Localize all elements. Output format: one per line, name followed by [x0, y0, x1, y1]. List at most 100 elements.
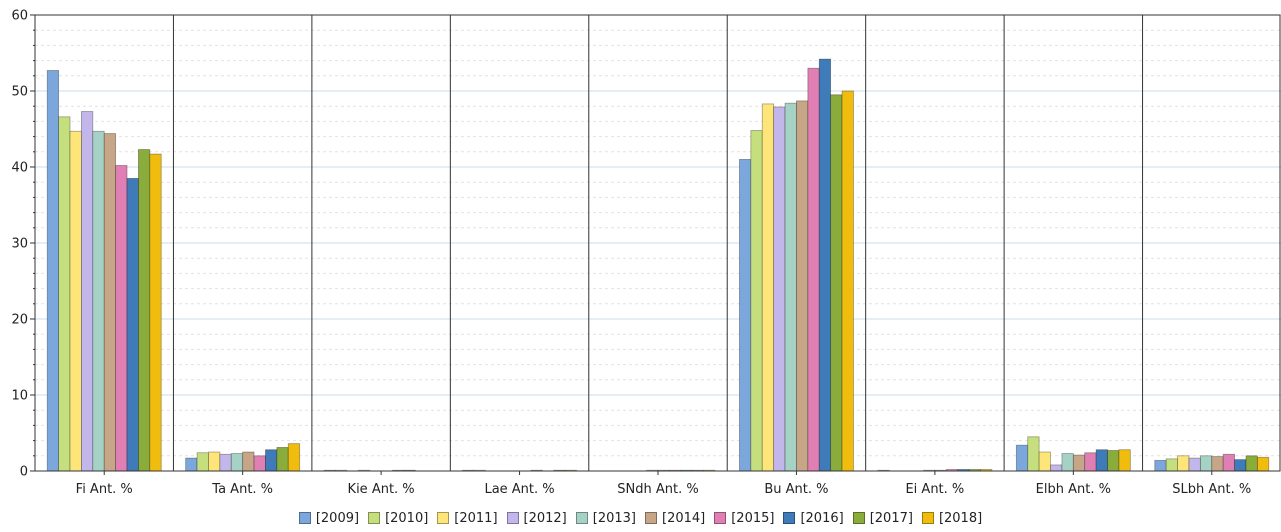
legend-label: [2014]	[662, 510, 706, 526]
bar	[1188, 457, 1201, 472]
legend-item: [2015]	[714, 511, 774, 526]
bar	[1027, 436, 1040, 472]
bar	[1256, 456, 1270, 472]
bar	[739, 158, 752, 472]
bar	[265, 449, 278, 472]
gridlines	[35, 14, 1281, 457]
bar	[138, 149, 151, 472]
bar	[1165, 458, 1178, 472]
bar	[103, 133, 117, 472]
bar	[69, 130, 82, 472]
bar	[818, 58, 832, 472]
bar	[1118, 449, 1131, 472]
bar	[1107, 450, 1120, 472]
y-tick-label: 10	[11, 389, 28, 404]
legend: [2009] [2010] [2011] [2012] [2013] [2014] [201…	[0, 507, 1281, 529]
bar	[81, 111, 94, 472]
bar	[46, 70, 60, 472]
bar	[185, 457, 198, 472]
x-tick-label: Ei Ant. %	[905, 482, 964, 497]
bar	[841, 90, 854, 472]
bar	[784, 102, 797, 472]
bar	[1084, 452, 1097, 472]
bar	[1154, 459, 1167, 472]
x-tick-label: SLbh Ant. %	[1172, 482, 1251, 497]
bar	[1095, 449, 1108, 472]
bar	[1211, 456, 1224, 472]
legend-label: [2018]	[938, 510, 983, 526]
bar	[276, 447, 289, 472]
legend-swatch	[783, 512, 796, 524]
bar	[1245, 455, 1258, 472]
y-tick-label: 40	[11, 161, 28, 176]
bar	[1199, 455, 1213, 472]
y-tick-label: 50	[11, 85, 28, 100]
bar	[761, 103, 775, 472]
x-tick-label: Fi Ant. %	[76, 482, 133, 497]
legend-swatch	[298, 512, 311, 524]
bar	[773, 106, 786, 472]
bar	[796, 100, 809, 472]
legend-swatch	[852, 512, 865, 524]
x-tick-label: Kie Ant. %	[348, 482, 415, 497]
legend-label: [2017]	[869, 510, 913, 526]
bar	[242, 451, 255, 472]
bar	[287, 443, 301, 472]
legend-item: [2014]	[645, 511, 705, 526]
legend-swatch	[714, 512, 727, 524]
y-tick-label: 60	[11, 9, 28, 24]
legend-label: [2013]	[592, 510, 636, 526]
bar	[830, 94, 843, 472]
bar	[1061, 453, 1074, 472]
bar	[807, 67, 820, 472]
x-tick-label: Elbh Ant. %	[1036, 482, 1111, 497]
x-tick-label: Lae Ant. %	[484, 482, 554, 497]
legend-item: [2018]	[921, 510, 983, 526]
bar	[196, 452, 209, 472]
legend-item: [2011]	[437, 510, 498, 526]
x-tick-label: Ta Ant. %	[211, 482, 273, 497]
legend-item: [2012]	[506, 510, 567, 526]
y-tick-label: 20	[11, 313, 28, 328]
axes: 0 10 20 30 40 50 60 Fi Ant. % Ta Ant. % Kie Ant. …	[11, 9, 1281, 497]
bar	[253, 455, 266, 472]
bar	[750, 130, 763, 472]
y-tick-label: 30	[11, 237, 28, 252]
legend-swatch	[575, 512, 588, 524]
legend-label: [2009]	[315, 510, 360, 526]
legend-swatch	[437, 512, 450, 524]
bar	[208, 451, 221, 472]
legend-swatch	[645, 512, 657, 524]
legend-label: [2011]	[454, 510, 498, 526]
y-tick-label: 0	[20, 465, 28, 480]
bar	[149, 153, 162, 472]
bar	[1234, 459, 1247, 472]
legend-item: [2013]	[575, 510, 636, 526]
bar	[1072, 454, 1086, 472]
legend-item: [2016]	[783, 510, 844, 526]
bar	[126, 177, 139, 472]
x-tick-label: SNdh Ant. %	[617, 482, 698, 497]
bar	[1222, 453, 1235, 472]
legend-label: [2016]	[800, 510, 844, 526]
legend-item: [2017]	[852, 510, 913, 526]
x-tick-label: Bu Ant. %	[764, 482, 828, 497]
bar	[92, 130, 105, 472]
bar	[219, 453, 232, 472]
bar	[115, 165, 128, 472]
legend-swatch	[368, 512, 381, 524]
bar	[1038, 451, 1051, 472]
legend-item: [2009]	[298, 510, 360, 526]
legend-label: [2012]	[523, 510, 567, 526]
bar	[1050, 464, 1063, 472]
legend-item: [2010]	[368, 511, 428, 526]
legend-swatch	[921, 512, 934, 524]
legend-swatch	[506, 512, 519, 524]
bar	[58, 116, 71, 472]
bars	[46, 58, 1270, 472]
bar	[1177, 455, 1190, 472]
legend-label: [2010]	[385, 510, 429, 526]
legend-label: [2015]	[731, 510, 775, 526]
bar	[230, 453, 244, 472]
